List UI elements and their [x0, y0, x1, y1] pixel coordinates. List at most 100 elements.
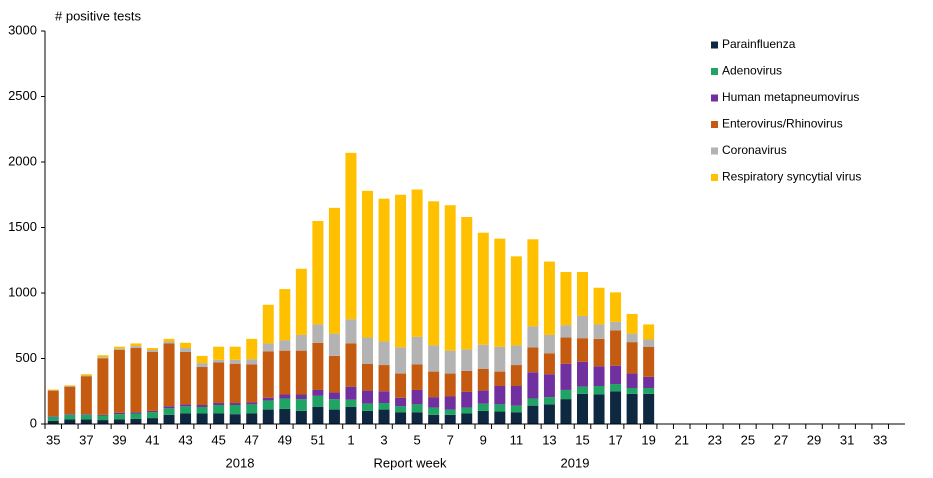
bar-segment — [643, 339, 655, 347]
bar-segment — [577, 361, 588, 387]
bar-segment — [64, 419, 76, 424]
bar-segment — [543, 397, 555, 405]
bar-segment — [246, 338, 258, 360]
y-tick-label: 0 — [30, 415, 37, 430]
y-tick-label: 2000 — [8, 153, 37, 168]
bar-segment — [610, 365, 622, 385]
x-tick-label: 33 — [873, 432, 887, 447]
bar-segment — [643, 387, 655, 394]
bar-segment — [47, 420, 59, 424]
bar-segment — [312, 324, 324, 343]
legend-marker — [711, 94, 718, 102]
y-axis-title: # positive tests — [55, 8, 141, 23]
bar-segment — [428, 407, 440, 415]
bar-segment — [444, 414, 456, 424]
bar-segment — [362, 337, 373, 364]
bar-segment — [378, 365, 390, 392]
bar-segment — [229, 414, 241, 424]
bar-segment — [262, 343, 274, 352]
bar-segment — [560, 389, 572, 400]
bar-segment — [510, 365, 522, 387]
bar-segment — [395, 397, 407, 407]
bar-segment — [543, 334, 555, 354]
bar-segment — [577, 393, 588, 424]
bar-segment — [147, 349, 158, 352]
bar-segment — [246, 404, 258, 414]
bar-segment — [378, 409, 390, 424]
bar-segment — [477, 368, 489, 391]
bar-segment — [64, 386, 76, 387]
bar-segment — [411, 389, 423, 405]
bar-segment — [477, 403, 489, 411]
bar-segment — [362, 190, 373, 338]
bar-segment — [180, 348, 192, 352]
x-tick-label: 29 — [807, 432, 821, 447]
bar-segment — [163, 408, 175, 415]
bar-segment — [494, 411, 506, 424]
bar-segment — [213, 346, 225, 360]
bar-segment — [262, 409, 274, 424]
bar-segment — [113, 419, 125, 424]
bar-segment — [345, 343, 357, 387]
bar-segment — [295, 394, 307, 400]
bar-segment — [362, 390, 373, 404]
bar-segment — [213, 413, 225, 424]
bar-segment — [180, 406, 192, 414]
bar-segment — [362, 410, 373, 424]
x-tick-label: 11 — [510, 432, 524, 447]
bar-segment — [345, 152, 357, 320]
x-tick-label: 31 — [840, 432, 854, 447]
bar-segment — [113, 346, 125, 349]
bar-segment — [494, 404, 506, 412]
bar-segment — [610, 321, 622, 331]
bar-segment — [262, 304, 274, 344]
x-tick-label: 9 — [480, 432, 487, 447]
bar-segment — [196, 413, 208, 424]
bar-segment — [345, 406, 357, 424]
bar-segment — [147, 351, 158, 411]
bar-segment — [147, 418, 158, 424]
bar-segment — [113, 412, 125, 415]
bar-segment — [47, 416, 59, 417]
bar-segment — [626, 333, 638, 343]
legend-marker — [711, 121, 718, 128]
bar-segment — [428, 201, 440, 346]
bar-segment — [610, 384, 622, 392]
bar-segment — [196, 363, 208, 368]
x-tick-label: 13 — [542, 432, 556, 447]
x-tick-label: 25 — [741, 432, 755, 447]
bar-segment — [279, 340, 291, 351]
bar-segment — [395, 412, 407, 424]
bar-segment — [97, 415, 109, 421]
bar-segment — [411, 364, 423, 390]
bar-segment — [229, 359, 241, 364]
bar-segment — [180, 404, 192, 407]
bar-segment — [395, 347, 407, 374]
x-tick-label: 39 — [112, 432, 126, 447]
bar-segment — [113, 349, 125, 413]
bar-segment — [444, 205, 456, 351]
bar-segment — [411, 412, 423, 424]
bar-segment — [163, 338, 175, 342]
bar-segment — [196, 405, 208, 407]
bar-segment — [461, 370, 473, 392]
bar-segment — [577, 272, 588, 316]
bar-segment — [494, 238, 506, 347]
x-tick-label: 23 — [708, 432, 722, 447]
bar-segment — [196, 406, 208, 414]
bar-segment — [626, 393, 638, 424]
bar-segment — [312, 220, 324, 325]
bar-segment — [229, 346, 241, 360]
bar-segment — [312, 389, 324, 396]
bar-segment — [643, 393, 655, 424]
bar-segment — [560, 272, 572, 326]
x-tick-label: 15 — [575, 432, 589, 447]
bar-segment — [80, 376, 92, 415]
bar-segment — [97, 414, 109, 416]
bar-segment — [97, 357, 109, 359]
bar-segment — [130, 346, 142, 349]
bar-segment — [47, 390, 59, 417]
year-label: 2019 — [561, 455, 590, 470]
x-tick-label: 41 — [145, 432, 159, 447]
